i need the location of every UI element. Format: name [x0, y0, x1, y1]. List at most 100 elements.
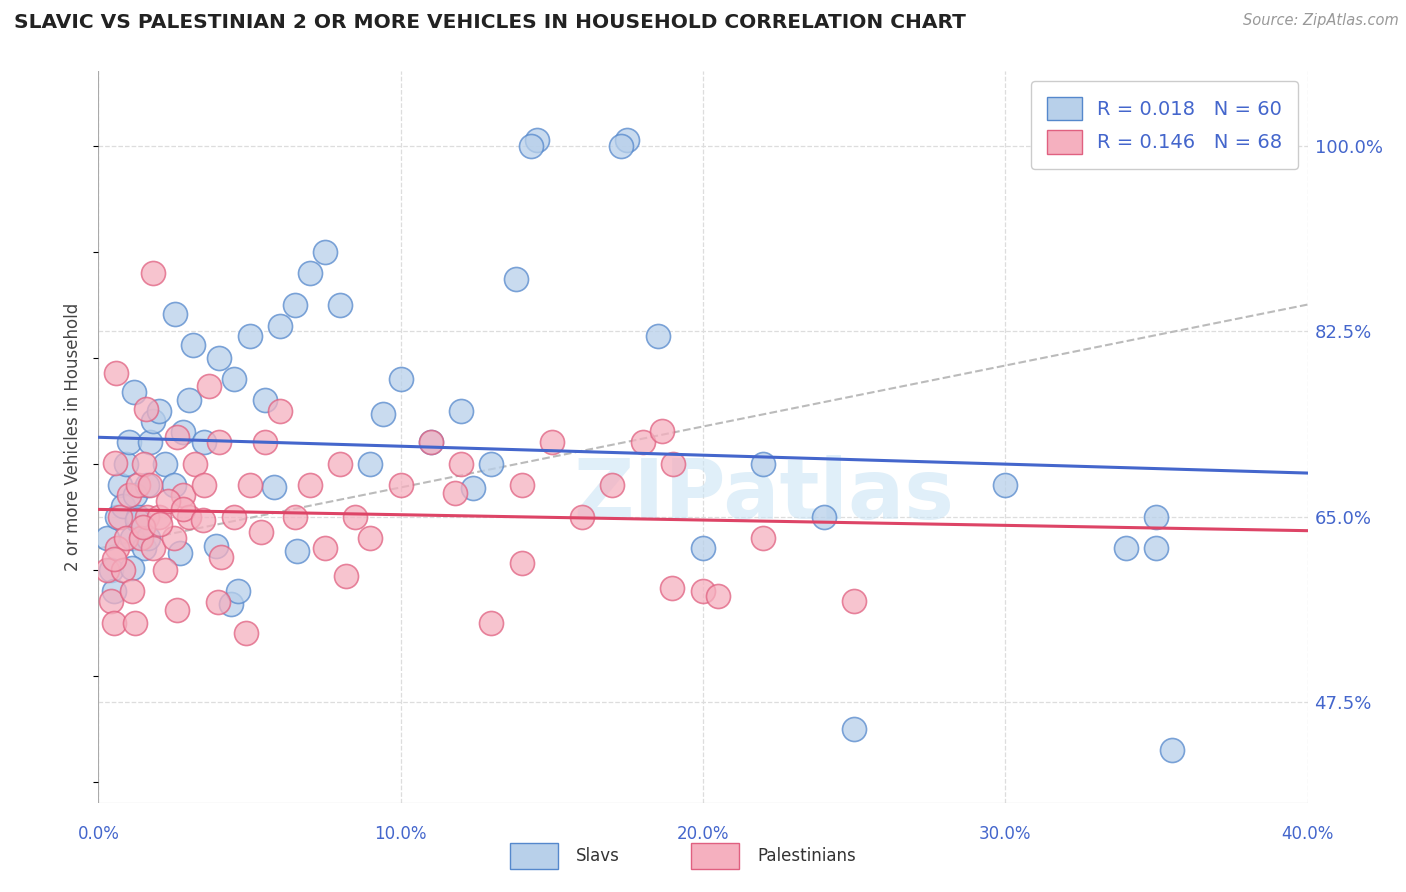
Point	[344, 509, 367, 524]
Point	[752, 531, 775, 545]
Point	[505, 272, 527, 286]
Point	[153, 563, 176, 577]
Point	[360, 531, 382, 545]
Point	[443, 486, 465, 500]
Point	[329, 457, 352, 471]
Point	[103, 615, 125, 630]
Point	[571, 509, 593, 524]
Point	[208, 351, 231, 365]
Point	[329, 297, 352, 311]
Point	[129, 531, 152, 545]
Point	[299, 477, 322, 491]
Point	[335, 568, 357, 582]
Point	[389, 372, 412, 386]
Text: Palestinians: Palestinians	[758, 847, 856, 865]
Point	[209, 550, 232, 565]
Point	[1160, 743, 1182, 757]
Point	[96, 563, 118, 577]
Point	[692, 541, 714, 556]
Point	[118, 435, 141, 450]
Point	[651, 424, 673, 438]
Text: 30.0%: 30.0%	[979, 825, 1032, 843]
Point	[127, 477, 149, 491]
Point	[1146, 541, 1168, 556]
Point	[314, 244, 336, 259]
Point	[602, 477, 624, 491]
Point	[450, 403, 472, 417]
Point	[114, 531, 136, 545]
Point	[844, 594, 866, 608]
Point	[526, 133, 548, 147]
Point	[450, 457, 472, 471]
Point	[224, 372, 246, 386]
Point	[193, 435, 215, 450]
Point	[127, 509, 149, 524]
Point	[163, 531, 186, 545]
Point	[1115, 541, 1137, 556]
Point	[157, 494, 180, 508]
Point	[149, 516, 172, 531]
Point	[142, 541, 165, 556]
Point	[844, 722, 866, 736]
Point	[105, 541, 128, 556]
Point	[235, 626, 257, 640]
Point	[661, 581, 683, 595]
Point	[132, 541, 155, 556]
Point	[181, 338, 204, 352]
Point	[253, 392, 276, 407]
Point	[389, 477, 412, 491]
Point	[135, 477, 157, 491]
Point	[284, 509, 307, 524]
Point	[360, 457, 382, 471]
Point	[104, 367, 127, 381]
Point	[139, 477, 162, 491]
Point	[124, 384, 146, 399]
Point	[179, 509, 201, 524]
FancyBboxPatch shape	[690, 843, 740, 869]
Point	[111, 563, 134, 577]
Point	[269, 403, 291, 417]
Point	[121, 531, 143, 545]
Point	[135, 509, 157, 524]
Point	[540, 435, 562, 450]
Point	[121, 583, 143, 598]
Point	[752, 457, 775, 471]
Point	[420, 435, 443, 450]
Point	[142, 414, 165, 428]
Point	[139, 435, 162, 450]
Point	[172, 502, 194, 516]
Point	[100, 563, 122, 577]
Point	[118, 488, 141, 502]
Point	[610, 138, 633, 153]
Point	[204, 539, 226, 553]
Point	[135, 402, 157, 417]
Point	[510, 477, 533, 491]
Text: SLAVIC VS PALESTINIAN 2 OR MORE VEHICLES IN HOUSEHOLD CORRELATION CHART: SLAVIC VS PALESTINIAN 2 OR MORE VEHICLES…	[14, 13, 966, 32]
Point	[172, 425, 194, 439]
Point	[198, 379, 221, 393]
Point	[616, 133, 638, 147]
Point	[519, 138, 541, 153]
Point	[420, 435, 443, 450]
Point	[461, 481, 484, 495]
Point	[96, 531, 118, 545]
Point	[299, 266, 322, 280]
Point	[179, 392, 201, 407]
Point	[207, 595, 229, 609]
Point	[184, 457, 207, 471]
Point	[111, 499, 134, 513]
Point	[263, 480, 285, 494]
Point	[165, 307, 187, 321]
Point	[191, 512, 214, 526]
Point	[125, 513, 148, 527]
Point	[132, 457, 155, 471]
Point	[114, 457, 136, 471]
Point	[166, 603, 188, 617]
Point	[163, 477, 186, 491]
Point	[707, 589, 730, 603]
Text: 0.0%: 0.0%	[77, 825, 120, 843]
Point	[105, 509, 128, 524]
Point	[661, 457, 683, 471]
Point	[148, 403, 170, 417]
Text: Source: ZipAtlas.com: Source: ZipAtlas.com	[1243, 13, 1399, 29]
